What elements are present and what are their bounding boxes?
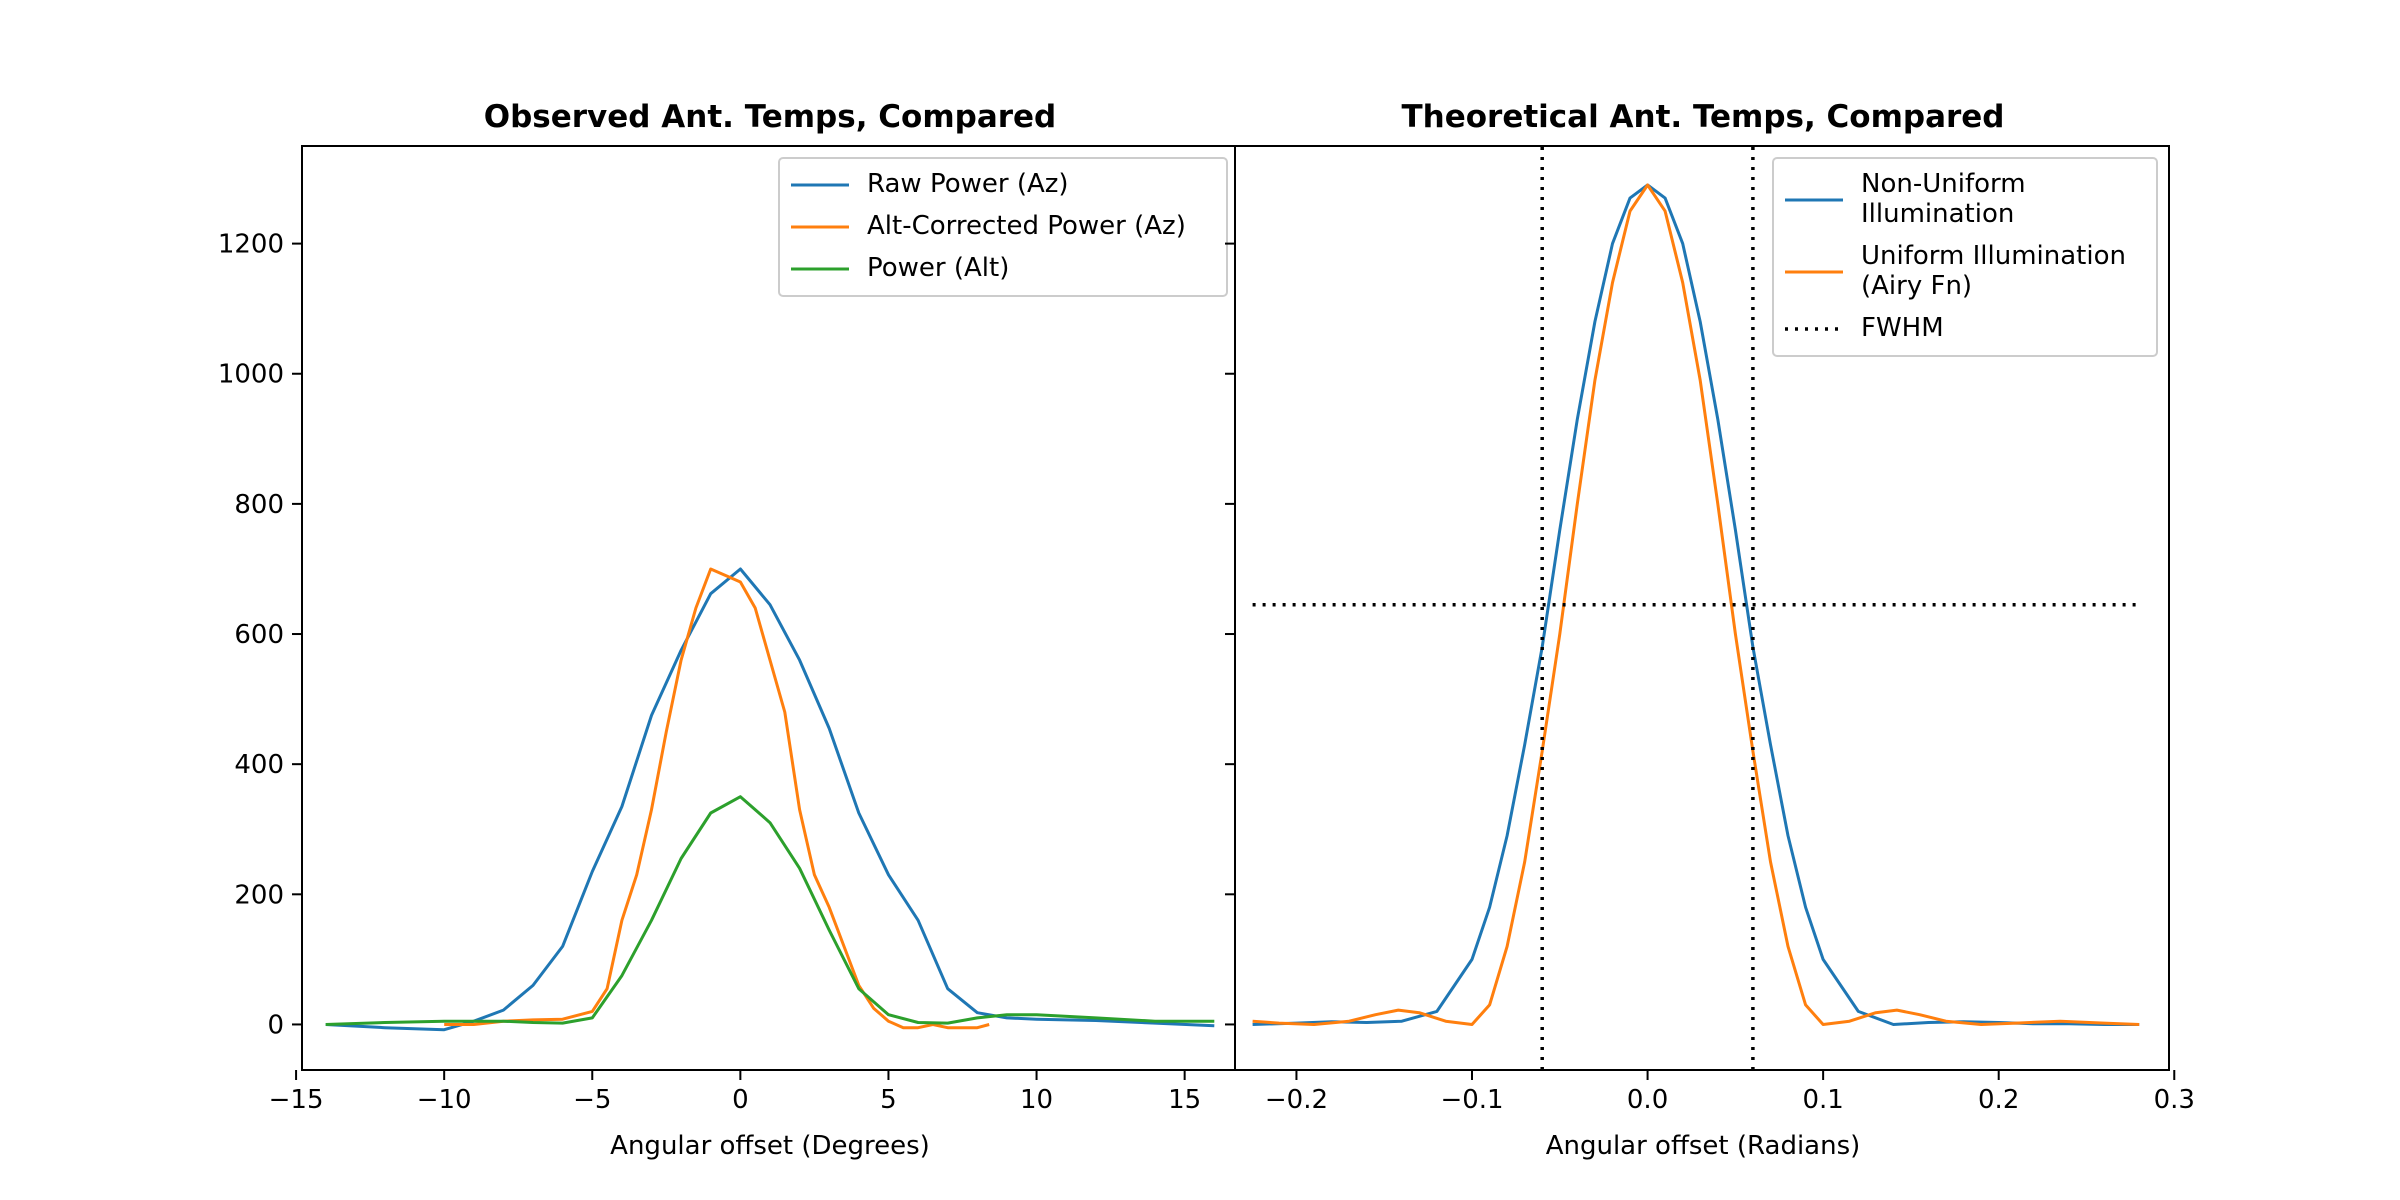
theoretical-legend: Non-Uniform Illumination Uniform Illuminat… <box>1772 157 2158 357</box>
observed-legend: Raw Power (Az) Alt-Corrected Power (Az) Po… <box>778 157 1228 297</box>
observed-y-tick-label: 600 <box>234 620 284 650</box>
observed-series-1-line <box>444 567 990 1030</box>
observed-x-tick-label: 0 <box>732 1085 749 1115</box>
observed-y-tick-label: 400 <box>234 750 284 780</box>
observed-series-2-line <box>325 795 1215 1026</box>
observed-y-tick-label: 1000 <box>218 360 284 390</box>
theoretical-axes-frame <box>1234 145 2170 1071</box>
theoretical-legend-box <box>1772 157 2158 357</box>
observed-y-tick-label: 1200 <box>218 230 284 260</box>
observed-series-0-line <box>325 567 1215 1032</box>
theoretical-ticks-layer: −0.2 −0.1 0.0 0.1 0.2 0.3 <box>1225 242 2195 1115</box>
observed-x-tick-label: 5 <box>880 1085 897 1115</box>
observed-y-tick-label: 200 <box>234 880 284 910</box>
observed-series-layer <box>325 567 1215 1032</box>
observed-panel: Observed Ant. Temps, Compared −15 −10 −5 0 5… <box>218 99 1236 1161</box>
observed-legend-label-1: Alt-Corrected Power (Az) <box>867 211 1186 241</box>
observed-ticks-layer: −15 −10 −5 0 5 10 15 0 200 400 600 800 1000 1200 <box>218 230 1201 1115</box>
theoretical-x-tick-label: 0.3 <box>2154 1085 2195 1115</box>
theoretical-legend-label-2: FWHM <box>1861 313 1944 343</box>
theoretical-series-0-line <box>1252 183 2140 1026</box>
theoretical-chart-title: Theoretical Ant. Temps, Compared <box>1402 99 2005 135</box>
theoretical-x-tick-label: 0.1 <box>1802 1085 1843 1115</box>
theoretical-legend-label-0: Non-Uniform Illumination <box>1861 169 2026 229</box>
observed-x-tick-label: 15 <box>1168 1085 1201 1115</box>
observed-x-axis-label: Angular offset (Degrees) <box>610 1131 930 1161</box>
theoretical-x-tick-label: −0.1 <box>1440 1085 1503 1115</box>
observed-x-tick-label: −5 <box>573 1085 611 1115</box>
observed-legend-label-2: Power (Alt) <box>867 253 1009 283</box>
observed-x-tick-label: −10 <box>417 1085 472 1115</box>
theoretical-x-tick-label: −0.2 <box>1265 1085 1328 1115</box>
observed-y-tick-label: 0 <box>267 1010 284 1040</box>
observed-legend-label-0: Raw Power (Az) <box>867 169 1069 199</box>
theoretical-x-axis-label: Angular offset (Radians) <box>1546 1131 1861 1161</box>
theoretical-panel: Theoretical Ant. Temps, Compared −0.2 −0.… <box>1225 99 2195 1161</box>
observed-x-tick-label: 10 <box>1020 1085 1053 1115</box>
observed-x-tick-label: −15 <box>269 1085 324 1115</box>
theoretical-series-layer <box>1252 146 2140 1070</box>
theoretical-series-1-line <box>1252 183 2140 1026</box>
theoretical-legend-label-1: Uniform Illumination (Airy Fn) <box>1861 241 2126 301</box>
observed-y-tick-label: 800 <box>234 490 284 520</box>
observed-chart-title: Observed Ant. Temps, Compared <box>484 99 1057 135</box>
theoretical-x-tick-label: 0.0 <box>1627 1085 1668 1115</box>
theoretical-x-tick-label: 0.2 <box>1978 1085 2019 1115</box>
observed-legend-box <box>778 157 1228 297</box>
